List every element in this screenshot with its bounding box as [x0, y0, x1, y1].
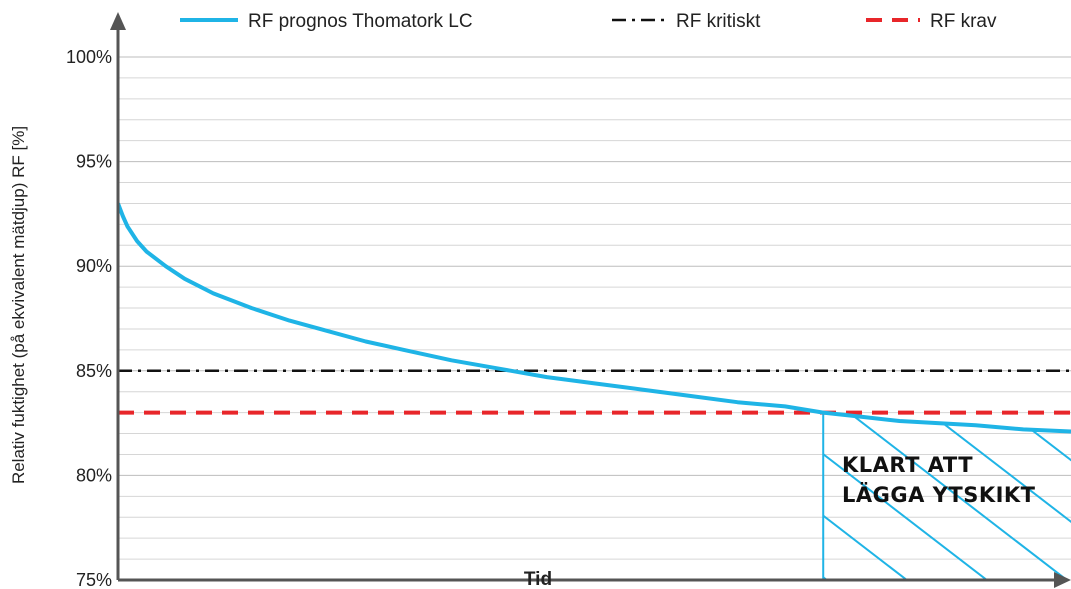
hatch-line — [823, 412, 1004, 580]
series-line-1 — [118, 202, 1071, 434]
hatch-line — [823, 412, 924, 580]
annotation: KLART ATT LÄGGA YTSKIKT — [842, 453, 1036, 507]
annotation-line-1: KLART ATT — [842, 453, 973, 477]
legend-label-1: RF prognos Thomatork LC — [248, 11, 473, 32]
x-axis-label: Tid — [524, 569, 552, 589]
legend: RF prognos Thomatork LC RF kritiskt RF kra… — [180, 11, 997, 32]
hatch-line — [823, 412, 1071, 580]
y-tick-labels: 75% 80% 85% 90% 95% 100% — [66, 47, 112, 589]
axes — [110, 12, 1071, 588]
gridlines — [118, 56, 1071, 560]
y-tick-label: 80% — [76, 465, 112, 485]
y-tick-label: 90% — [76, 256, 112, 276]
y-axis-arrow — [110, 12, 126, 30]
series-lines — [118, 202, 1071, 434]
y-tick-label: 85% — [76, 361, 112, 381]
annotation-line-2: LÄGGA YTSKIKT — [842, 482, 1036, 507]
y-axis-label: Relativ fuktighet (på ekvivalent mätdjup… — [9, 126, 28, 484]
legend-label-3: RF krav — [930, 11, 997, 32]
y-tick-label: 95% — [76, 152, 112, 172]
legend-label-2: RF kritiskt — [676, 11, 761, 32]
hatch-line — [902, 412, 1071, 580]
y-tick-label: 75% — [76, 570, 112, 589]
y-tick-label: 100% — [66, 47, 112, 67]
x-axis-arrow — [1054, 572, 1071, 588]
